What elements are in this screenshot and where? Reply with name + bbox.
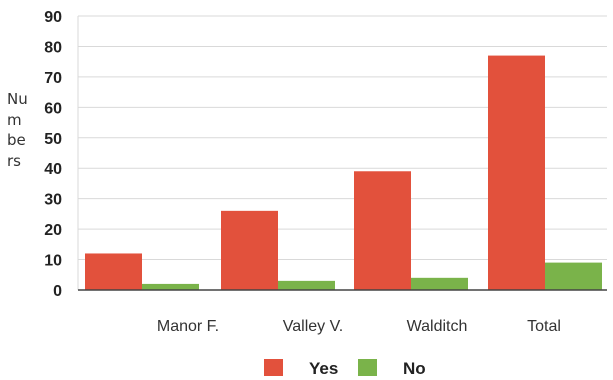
- legend-label-no: No: [403, 359, 426, 378]
- y-axis-label-line: m: [7, 111, 22, 129]
- x-tick-label: Total: [527, 318, 561, 335]
- bar-yes-2: [221, 210, 278, 290]
- y-tick-label: 0: [53, 283, 62, 300]
- legend-swatch-no: [358, 359, 377, 376]
- bar-no-4: [545, 262, 602, 290]
- y-axis-label-line: rs: [7, 152, 21, 170]
- y-axis-label-line: be: [7, 131, 26, 149]
- y-tick-label: 60: [44, 100, 62, 117]
- y-tick-label: 10: [44, 253, 62, 270]
- legend-label-yes: Yes: [309, 359, 338, 378]
- y-tick-label: 80: [44, 39, 62, 56]
- bar-no-2: [278, 280, 335, 290]
- y-tick-label: 50: [44, 131, 62, 148]
- bar-yes-1: [85, 253, 142, 290]
- x-tick-label: Walditch: [407, 318, 468, 335]
- y-tick-label: 40: [44, 161, 62, 178]
- y-tick-label: 70: [44, 70, 62, 87]
- y-tick-label: 20: [44, 222, 62, 239]
- grid-lines: [77, 15, 607, 290]
- legend: Yes No: [264, 359, 426, 378]
- bar-yes-3: [354, 171, 411, 290]
- bars: [85, 55, 602, 291]
- bar-no-3: [411, 277, 468, 290]
- x-axis-ticks: Manor F. Valley V. Walditch Total: [157, 318, 561, 335]
- x-tick-label: Valley V.: [283, 318, 343, 335]
- y-axis-ticks: 0 10 20 30 40 50 60 70 80 90: [44, 9, 62, 300]
- y-tick-label: 30: [44, 192, 62, 209]
- y-axis-label: Nu m be rs: [7, 90, 28, 170]
- bar-no-1: [142, 283, 199, 290]
- bar-yes-4: [488, 55, 545, 291]
- x-tick-label: Manor F.: [157, 318, 219, 335]
- y-axis-label-line: Nu: [7, 90, 28, 108]
- y-tick-label: 90: [44, 9, 62, 26]
- legend-swatch-yes: [264, 359, 283, 376]
